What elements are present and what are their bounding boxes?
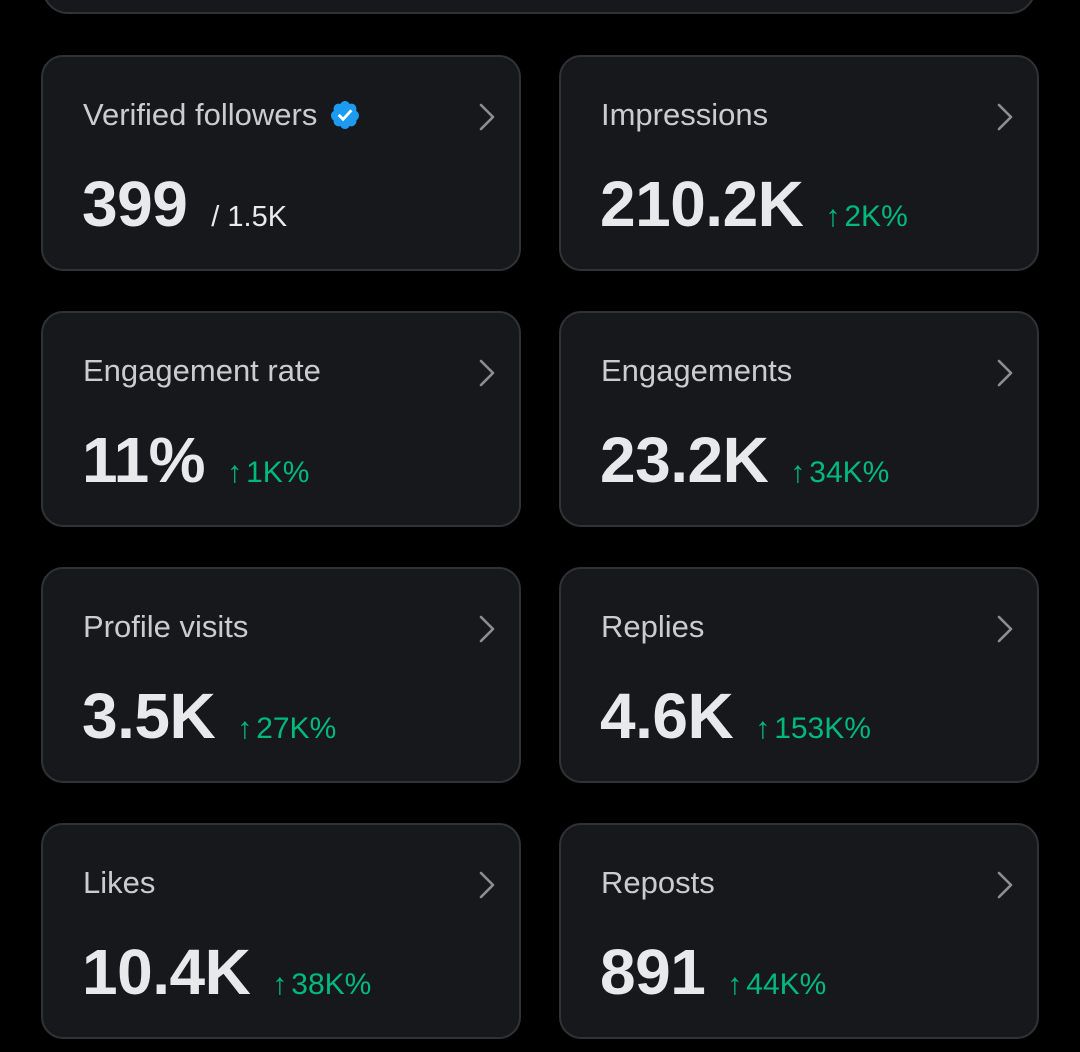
metric-label: Profile visits [83, 609, 249, 644]
metric-label-row: Likes [83, 863, 155, 903]
metric-label: Verified followers [83, 97, 318, 132]
arrow-up-icon: ↑ [227, 456, 243, 489]
metric-value: 11% [82, 424, 206, 496]
metric-change-value: 38K% [291, 968, 372, 1001]
metric-value: 210.2K [600, 168, 804, 240]
metric-value: 10.4K [82, 936, 251, 1008]
arrow-up-icon: ↑ [727, 968, 743, 1001]
metric-value-row: 399 / 1.5K [82, 167, 287, 241]
metric-value: 23.2K [600, 424, 769, 496]
metric-card-likes[interactable]: Likes 10.4K ↑ 38K% [41, 823, 521, 1039]
metric-change-value: 1K% [246, 456, 310, 489]
verified-badge-icon [331, 101, 360, 129]
chevron-right-icon [997, 359, 1013, 387]
metric-value-row: 10.4K ↑ 38K% [82, 935, 371, 1009]
metric-value: 3.5K [82, 680, 216, 752]
arrow-up-icon: ↑ [272, 968, 288, 1001]
metric-label-row: Replies [601, 607, 704, 647]
metric-change-value: 27K% [256, 712, 337, 745]
metric-change: ↑ 153K% [755, 712, 871, 746]
metric-value: 399 [82, 168, 188, 240]
metric-card-reposts[interactable]: Reposts 891 ↑ 44K% [559, 823, 1039, 1039]
metric-card-verified-followers[interactable]: Verified followers 399 / 1.5K [41, 55, 521, 271]
metric-value-row: 4.6K ↑ 153K% [600, 679, 871, 753]
metric-card-replies[interactable]: Replies 4.6K ↑ 153K% [559, 567, 1039, 783]
metric-label: Likes [83, 865, 156, 900]
metric-card-profile-visits[interactable]: Profile visits 3.5K ↑ 27K% [41, 567, 521, 783]
metric-value: 891 [600, 936, 706, 1008]
metric-card-engagement-rate[interactable]: Engagement rate 11% ↑ 1K% [41, 311, 521, 527]
metric-change: ↑ 1K% [227, 456, 309, 490]
metric-label-row: Profile visits [83, 607, 248, 647]
chevron-right-icon [997, 871, 1013, 899]
metric-change: ↑ 2K% [825, 200, 907, 234]
metric-label: Replies [601, 609, 705, 644]
metric-label: Reposts [601, 865, 715, 900]
metric-change-value: 2K% [844, 200, 908, 233]
metric-value-row: 11% ↑ 1K% [82, 423, 309, 497]
metric-change: ↑ 44K% [727, 968, 826, 1002]
chevron-right-icon [997, 615, 1013, 643]
metric-change: ↑ 38K% [272, 968, 371, 1002]
arrow-up-icon: ↑ [790, 456, 806, 489]
metric-value: 4.6K [600, 680, 734, 752]
metric-label-row: Engagement rate [83, 351, 321, 391]
metric-change-value: 44K% [746, 968, 827, 1001]
metric-card-engagements[interactable]: Engagements 23.2K ↑ 34K% [559, 311, 1039, 527]
chevron-right-icon [479, 103, 495, 131]
chevron-right-icon [479, 615, 495, 643]
metric-label: Engagements [601, 353, 793, 388]
metric-value-row: 3.5K ↑ 27K% [82, 679, 336, 753]
metric-value-row: 891 ↑ 44K% [600, 935, 826, 1009]
metric-change: ↑ 34K% [790, 456, 889, 490]
metric-change-value: 34K% [809, 456, 890, 489]
metric-value-row: 23.2K ↑ 34K% [600, 423, 889, 497]
metric-label-row: Engagements [601, 351, 792, 391]
metric-change-value: 153K% [774, 712, 871, 745]
metric-label: Impressions [601, 97, 769, 132]
metric-label-row: Verified followers [83, 95, 361, 135]
metric-change: ↑ 27K% [237, 712, 336, 746]
arrow-up-icon: ↑ [237, 712, 253, 745]
metrics-grid: Verified followers 399 / 1.5K Impression… [41, 55, 1039, 1039]
metric-value-row: 210.2K ↑ 2K% [600, 167, 908, 241]
previous-card[interactable] [42, 0, 1036, 14]
metric-total: / 1.5K [211, 201, 288, 233]
chevron-right-icon [479, 871, 495, 899]
arrow-up-icon: ↑ [825, 200, 841, 233]
metric-label-row: Impressions [601, 95, 768, 135]
metric-card-impressions[interactable]: Impressions 210.2K ↑ 2K% [559, 55, 1039, 271]
metric-label: Engagement rate [83, 353, 321, 388]
arrow-up-icon: ↑ [755, 712, 771, 745]
chevron-right-icon [997, 103, 1013, 131]
chevron-right-icon [479, 359, 495, 387]
metric-label-row: Reposts [601, 863, 715, 903]
